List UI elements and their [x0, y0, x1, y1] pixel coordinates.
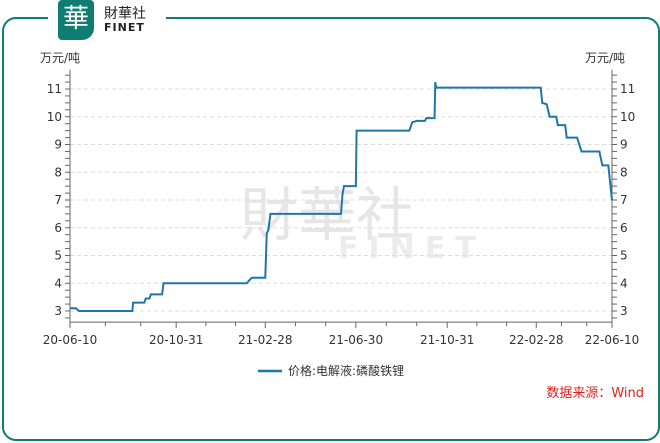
- x-tick-label: 22-02-28: [509, 333, 563, 347]
- y-tick-label-right: 9: [620, 138, 628, 152]
- y-tick-label-left: 9: [54, 138, 62, 152]
- y-tick-label-right: 8: [620, 165, 628, 179]
- y-tick-label-left: 4: [54, 276, 62, 290]
- watermark-sub: FINET: [338, 231, 486, 266]
- y-tick-label-right: 3: [620, 304, 628, 318]
- brand: 財華社 FINET: [104, 6, 146, 34]
- chart-frame: [2, 17, 660, 441]
- y-axis-label-right: 万元/吨: [585, 51, 625, 65]
- y-tick-label-left: 11: [47, 82, 62, 96]
- x-tick-label: 20-10-31: [149, 333, 203, 347]
- y-tick-label-left: 3: [54, 304, 62, 318]
- x-tick-label: 21-02-28: [238, 333, 292, 347]
- y-tick-label-left: 10: [47, 110, 62, 124]
- brand-sub: FINET: [104, 21, 145, 34]
- y-tick-label-right: 5: [620, 249, 628, 263]
- y-tick-label-left: 7: [54, 193, 62, 207]
- y-tick-label-right: 4: [620, 276, 628, 290]
- y-tick-label-left: 6: [54, 221, 62, 235]
- y-tick-label-right: 10: [620, 110, 635, 124]
- logo-icon: 華: [58, 0, 94, 40]
- y-axis-label-left: 万元/吨: [40, 51, 80, 65]
- y-tick-label-right: 11: [620, 82, 635, 96]
- y-tick-label-left: 5: [54, 249, 62, 263]
- x-tick-label: 22-06-10: [585, 333, 639, 347]
- source-note: 数据来源：Wind: [546, 386, 644, 401]
- legend-label: 价格:电解液:磷酸铁锂: [288, 363, 404, 378]
- y-tick-label-right: 7: [620, 193, 628, 207]
- watermark: 財華社: [240, 181, 414, 249]
- y-tick-label-left: 8: [54, 165, 62, 179]
- x-tick-label: 21-06-30: [329, 333, 383, 347]
- x-tick-label: 20-06-10: [43, 333, 97, 347]
- y-tick-label-right: 6: [620, 221, 628, 235]
- series-line: [70, 81, 613, 312]
- brand-name: 財華社: [104, 6, 146, 22]
- x-tick-label: 21-10-31: [420, 333, 474, 347]
